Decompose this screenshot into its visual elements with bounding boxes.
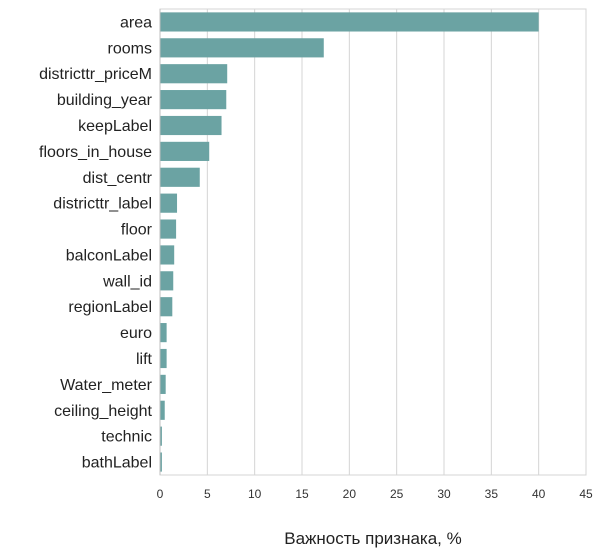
- bar-districttr_priceM: [160, 64, 228, 84]
- category-label: technic: [101, 429, 152, 446]
- bar-euro: [160, 323, 167, 343]
- bar-Water_meter: [160, 374, 166, 394]
- bar-ceiling_height: [160, 400, 165, 420]
- bar-bathLabel: [160, 452, 162, 472]
- category-label: keepLabel: [78, 118, 152, 135]
- category-label: districttr_priceM: [39, 66, 152, 83]
- plot-frame: [159, 8, 587, 476]
- bar-floor: [160, 219, 177, 239]
- category-label: floor: [121, 222, 153, 239]
- bar-lift: [160, 348, 167, 369]
- category-labels: area rooms districttr_priceM building_yeark…: [39, 14, 153, 471]
- bar-wall_id: [160, 271, 174, 291]
- x-tick-label: 25: [390, 487, 404, 501]
- category-label: bathLabel: [82, 455, 152, 472]
- category-label: rooms: [108, 40, 152, 57]
- x-tick-label: 30: [437, 487, 451, 501]
- bar-floors_in_house: [160, 141, 210, 161]
- bar-area: [160, 12, 539, 32]
- x-axis-title: Важность признака, %: [284, 529, 462, 548]
- bar-building_year: [160, 90, 227, 110]
- bar-balconLabel: [160, 245, 175, 265]
- category-label: building_year: [57, 92, 153, 109]
- bar-dist_centr: [160, 167, 200, 187]
- category-label: wall_id: [102, 273, 152, 290]
- x-tick-label: 10: [248, 487, 262, 501]
- category-label: floors_in_house: [39, 144, 152, 161]
- x-tick-label: 45: [579, 487, 593, 501]
- x-tick-labels: 0 5 10 15 20 25 30 35 40 45: [157, 487, 593, 501]
- category-label: districttr_label: [53, 196, 152, 213]
- category-label: balconLabel: [66, 247, 152, 264]
- x-tick-label: 5: [204, 487, 211, 501]
- bars: [160, 12, 539, 472]
- x-tick-label: 40: [532, 487, 546, 501]
- category-label: ceiling_height: [54, 403, 152, 420]
- x-tick-label: 0: [157, 487, 164, 501]
- category-label: euro: [120, 325, 152, 342]
- category-label: area: [120, 14, 152, 31]
- x-tick-label: 35: [485, 487, 499, 501]
- bar-districttr_label: [160, 193, 178, 213]
- bar-keepLabel: [160, 115, 222, 136]
- x-tick-label: 15: [295, 487, 309, 501]
- category-label: dist_centr: [83, 170, 153, 187]
- bar-regionLabel: [160, 297, 173, 317]
- bar-technic: [160, 426, 162, 446]
- category-label: Water_meter: [60, 377, 153, 394]
- category-label: regionLabel: [68, 299, 152, 316]
- bar-rooms: [160, 38, 324, 58]
- x-tick-label: 20: [343, 487, 357, 501]
- category-label: lift: [136, 351, 153, 368]
